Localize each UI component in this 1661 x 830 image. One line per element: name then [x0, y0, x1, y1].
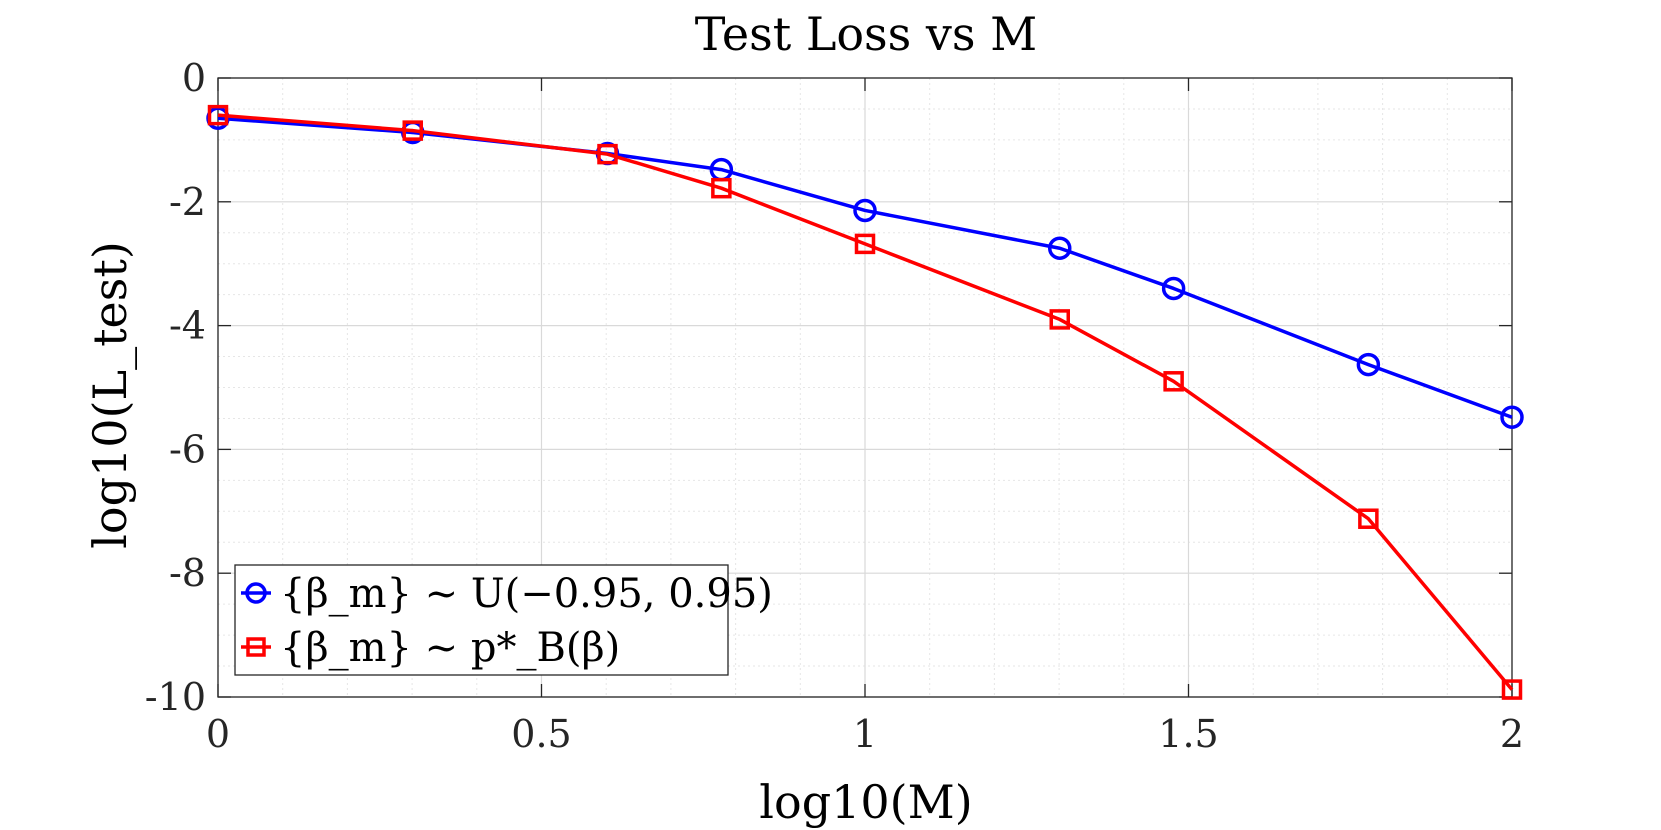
legend-label-uniform: {β_m} ~ U(−0.95, 0.95)	[280, 571, 773, 617]
series-1-line	[217, 113, 1514, 691]
x-tick-label: 1.5	[1158, 712, 1218, 756]
series-1-point	[402, 120, 423, 141]
x-tick-labels: 0 0.5 1 1.5 2	[206, 712, 1524, 756]
x-tick-label: 0.5	[511, 712, 571, 756]
series-0-point	[1161, 276, 1186, 301]
series-1-point	[711, 177, 732, 199]
y-tick-label: -4	[169, 304, 206, 348]
legend-label-optimal: {β_m} ~ p*_B(β)	[280, 625, 620, 671]
y-tick-label: -2	[169, 180, 206, 224]
legend-entry-optimal: {β_m} ~ p*_B(β)	[241, 625, 620, 671]
y-axis-label: log10(L_test)	[83, 241, 137, 549]
chart-title: Test Loss vs M	[695, 7, 1037, 61]
x-axis-label-text: log10(M)	[759, 775, 972, 829]
legend-circle-marker	[245, 582, 267, 604]
series-layer	[206, 104, 1524, 700]
y-tick-label: -8	[169, 551, 206, 595]
x-axis-label: log10(M)	[759, 775, 972, 829]
series-1-point	[1358, 508, 1379, 529]
y-axis-label-text: log10(L_test)	[83, 241, 137, 549]
series-1-point	[854, 233, 876, 255]
x-tick-label: 0	[206, 712, 230, 756]
legend-entry-uniform: {β_m} ~ U(−0.95, 0.95)	[241, 571, 773, 617]
ticks	[217, 77, 1513, 698]
x-tick-label: 1	[853, 712, 877, 756]
y-tick-label: -6	[169, 427, 206, 471]
minor-grid	[218, 78, 1512, 697]
series-1-point	[597, 143, 618, 165]
y-tick-labels: 0 -2 -4 -6 -8 -10	[145, 56, 206, 719]
legend-box	[234, 564, 729, 676]
series-1-point	[1501, 679, 1523, 700]
series-0-point	[1047, 236, 1072, 260]
x-tick-label: 2	[1500, 712, 1524, 756]
y-tick-label: -10	[145, 675, 206, 719]
series-1-point	[1049, 309, 1070, 330]
legend-square-marker	[246, 637, 266, 657]
chart-title-text: Test Loss vs M	[695, 7, 1037, 61]
y-tick-label: 0	[182, 56, 206, 100]
series-0-point	[1356, 352, 1381, 377]
series-0-point	[853, 198, 877, 223]
series-1-point	[1163, 371, 1184, 392]
legend: {β_m} ~ U(−0.95, 0.95) {β_m} ~ p*_B(β)	[234, 564, 773, 676]
series-1-point	[207, 104, 229, 126]
series-0-point	[1500, 405, 1524, 429]
